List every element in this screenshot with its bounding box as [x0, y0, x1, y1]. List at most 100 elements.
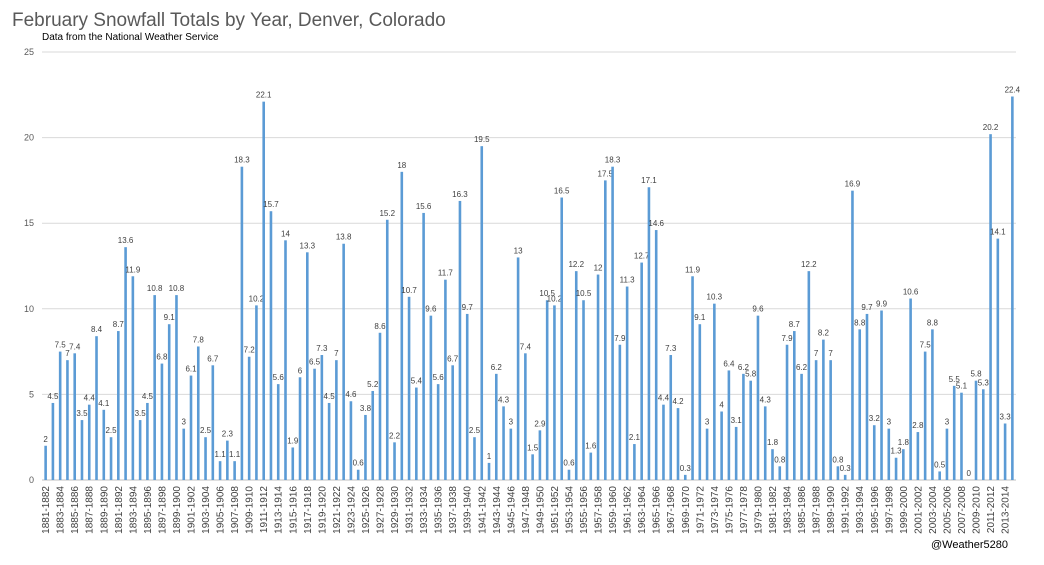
x-tick-label: 1899-1900 — [172, 486, 183, 534]
x-tick-label: 1921-1922 — [332, 486, 343, 534]
bar — [720, 411, 723, 480]
bar — [582, 300, 585, 480]
x-tick-label: 1959-1960 — [608, 486, 619, 534]
data-label: 15.2 — [379, 209, 395, 218]
bar — [58, 351, 62, 480]
data-label: 6.5 — [309, 358, 321, 367]
bar — [189, 375, 193, 480]
x-tick-label: 1929-1930 — [390, 486, 401, 534]
data-label: 1 — [487, 452, 492, 461]
bar — [444, 279, 447, 480]
bar — [902, 449, 905, 480]
x-tick-label: 1967-1968 — [666, 486, 677, 534]
bar — [494, 373, 498, 480]
data-label: 2.8 — [912, 421, 924, 430]
data-label: 6.7 — [207, 354, 219, 363]
data-label: 12.7 — [634, 252, 650, 261]
data-label: 4.1 — [98, 399, 110, 408]
bar — [233, 461, 236, 480]
data-label: 3 — [945, 418, 950, 427]
bar — [633, 444, 636, 480]
x-tick-label: 1913-1914 — [274, 486, 285, 534]
data-label: 8.8 — [927, 318, 939, 327]
data-label: 4.5 — [142, 392, 154, 401]
data-label: 4.3 — [498, 395, 510, 404]
x-tick-label: 1993-1994 — [855, 486, 866, 534]
bar — [349, 401, 353, 480]
x-tick-label: 1971-1972 — [695, 486, 706, 534]
x-tick-label: 1977-1978 — [739, 486, 750, 534]
bar — [502, 406, 505, 480]
x-tick-label: 2005-2006 — [942, 486, 953, 534]
bar — [146, 402, 149, 480]
bar — [734, 426, 738, 480]
x-tick-label: 1889-1890 — [99, 486, 110, 534]
x-tick-label: 1891-1892 — [114, 486, 125, 534]
x-tick-label: 1969-1970 — [681, 486, 692, 534]
data-label: 8.4 — [91, 325, 103, 334]
bar — [538, 430, 542, 480]
x-tick-label: 1945-1946 — [506, 486, 517, 534]
data-label: 22.4 — [1005, 86, 1021, 95]
bar — [284, 240, 287, 480]
data-label: 4.4 — [84, 394, 96, 403]
x-tick-label: 1997-1998 — [884, 486, 895, 534]
data-label: 3 — [182, 418, 187, 427]
data-label: 5.6 — [433, 373, 445, 382]
x-tick-label: 1909-1910 — [245, 486, 256, 534]
data-label: 9.1 — [694, 313, 706, 322]
data-label: 13.3 — [300, 241, 316, 250]
data-label: 1.9 — [287, 436, 299, 445]
data-label: 5.6 — [273, 373, 285, 382]
bar — [698, 324, 702, 480]
data-label: 0 — [967, 469, 972, 478]
bar — [138, 420, 142, 480]
data-label: 0.6 — [353, 459, 365, 468]
data-label: 7 — [65, 349, 70, 358]
data-label: 2.1 — [629, 433, 641, 442]
bar — [153, 295, 156, 480]
data-label: 10.2 — [249, 294, 265, 303]
bar — [705, 428, 709, 480]
bar — [669, 355, 673, 480]
bar — [763, 406, 767, 480]
bar — [560, 197, 564, 480]
y-tick-label: 5 — [29, 389, 34, 399]
bar — [415, 387, 418, 480]
y-tick-label: 0 — [29, 475, 34, 485]
bar — [509, 428, 513, 480]
bar — [117, 331, 120, 480]
bar — [356, 469, 360, 480]
bar — [749, 380, 752, 480]
data-label: 13.6 — [118, 236, 134, 245]
x-tick-label: 1883-1884 — [56, 486, 67, 534]
bar — [553, 305, 556, 480]
bar — [742, 373, 745, 480]
data-label: 7 — [814, 349, 819, 358]
bar — [335, 360, 338, 480]
x-tick-label: 1949-1950 — [535, 486, 546, 534]
x-tick-label: 1933-1934 — [419, 486, 430, 534]
bar — [960, 392, 963, 480]
bar — [894, 457, 898, 480]
data-label: 1.1 — [215, 450, 227, 459]
bar — [378, 332, 382, 480]
bar — [567, 469, 571, 480]
bar — [436, 384, 440, 480]
data-label: 3.2 — [869, 414, 881, 423]
x-tick-label: 1975-1976 — [724, 486, 735, 534]
x-tick-label: 1937-1938 — [448, 486, 459, 534]
data-label: 7.4 — [520, 342, 532, 351]
bar — [167, 324, 171, 480]
bar — [516, 257, 520, 480]
x-tick-label: 1955-1956 — [579, 486, 590, 534]
data-label: 18.3 — [605, 156, 621, 165]
x-tick-label: 1989-1990 — [826, 486, 837, 534]
bar — [95, 336, 98, 480]
bar — [604, 180, 607, 480]
bar — [87, 404, 91, 480]
x-tick-label: 1951-1952 — [550, 486, 561, 534]
bar — [785, 344, 789, 480]
bar — [713, 303, 716, 480]
bar — [676, 408, 680, 480]
